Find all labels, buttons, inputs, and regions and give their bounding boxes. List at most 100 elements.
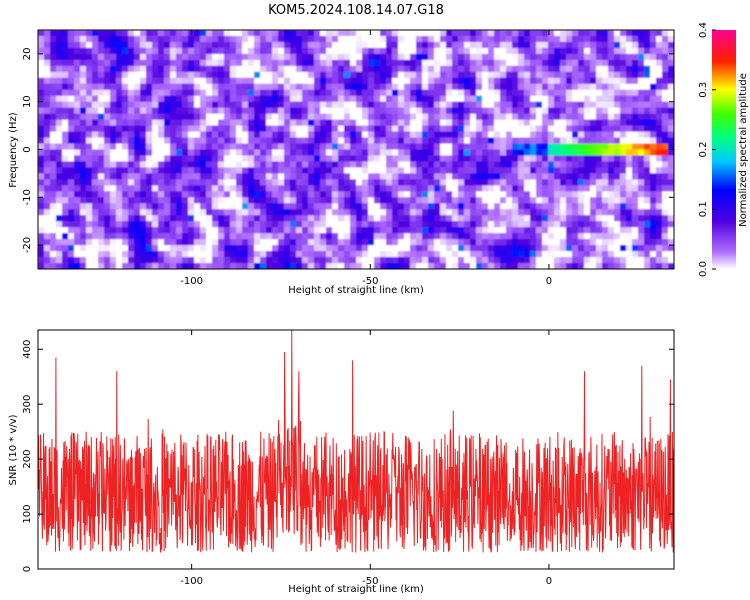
heatmap-cell	[638, 179, 645, 186]
heatmap-cell	[140, 185, 147, 192]
heatmap-cell	[536, 137, 543, 145]
heatmap-cell	[440, 179, 447, 186]
heatmap-cell	[560, 239, 567, 246]
heatmap-cell	[134, 30, 141, 37]
heatmap-cell	[476, 155, 483, 163]
heatmap-cell	[566, 35, 573, 43]
heatmap-cell	[332, 101, 339, 109]
heatmap-cell	[656, 119, 663, 127]
heatmap-cell	[212, 59, 219, 67]
heatmap-cell	[470, 197, 477, 204]
heatmap-cell	[530, 251, 537, 258]
heatmap-cell	[356, 155, 363, 163]
heatmap-cell	[170, 155, 177, 163]
heatmap-cell	[398, 179, 405, 186]
heatmap-cell	[560, 41, 567, 49]
heatmap-cell	[386, 53, 393, 61]
heatmap-cell	[506, 215, 513, 222]
heatmap-cell	[386, 173, 393, 180]
heatmap-cell	[374, 167, 381, 174]
heatmap-cell	[224, 30, 231, 37]
heatmap-cell	[368, 227, 375, 234]
heatmap-cell	[50, 185, 57, 192]
heatmap-cell	[266, 251, 273, 258]
heatmap-cell	[110, 95, 117, 103]
heatmap-cell	[116, 227, 123, 234]
heatmap-cell	[128, 221, 135, 228]
heatmap-cell	[176, 245, 183, 252]
heatmap-cell	[608, 179, 615, 186]
heatmap-cell	[140, 35, 147, 43]
heatmap-cell	[452, 239, 459, 246]
heatmap-cell	[548, 209, 555, 216]
heatmap-cell	[110, 143, 117, 151]
heatmap-cell	[380, 173, 387, 180]
heatmap-cell	[104, 239, 111, 246]
heatmap-cell	[422, 215, 429, 222]
y-tick-label: -10	[22, 189, 33, 205]
heatmap-cell	[458, 47, 465, 55]
heatmap-cell	[248, 179, 255, 186]
heatmap-cell	[452, 245, 459, 252]
heatmap-cell	[266, 83, 273, 91]
heatmap-cell	[338, 233, 345, 240]
heatmap-cell	[428, 251, 435, 258]
heatmap-cell	[98, 77, 105, 85]
heatmap-cell	[146, 263, 153, 269]
heatmap-cell	[326, 47, 333, 55]
heatmap-cell	[248, 113, 255, 121]
heatmap-cell	[542, 149, 549, 157]
heatmap-cell	[524, 263, 531, 269]
heatmap-cell	[152, 65, 159, 73]
heatmap-cell	[230, 65, 237, 73]
heatmap-cell	[584, 257, 591, 264]
heatmap-cell	[188, 209, 195, 216]
heatmap-cell	[422, 53, 429, 61]
heatmap-cell	[368, 65, 375, 73]
heatmap-cell	[290, 245, 297, 252]
heatmap-cell	[386, 59, 393, 67]
heatmap-cell	[524, 30, 531, 37]
heatmap-cell	[446, 149, 453, 157]
heatmap-cell	[380, 209, 387, 216]
heatmap-cell	[482, 215, 489, 222]
heatmap-cell	[554, 137, 561, 145]
heatmap-cell	[146, 185, 153, 192]
heatmap-cell	[212, 30, 219, 37]
heatmap-cell	[392, 77, 399, 85]
heatmap-cell	[182, 215, 189, 222]
heatmap-cell	[302, 71, 309, 79]
heatmap-cell	[50, 35, 57, 43]
heatmap-cell	[554, 41, 561, 49]
heatmap-cell	[116, 65, 123, 73]
heatmap-cell	[404, 239, 411, 246]
heatmap-cell	[380, 155, 387, 163]
heatmap-cell	[224, 83, 231, 91]
heatmap-cell	[140, 65, 147, 73]
heatmap-cell	[362, 53, 369, 61]
heatmap-cell	[134, 107, 141, 115]
heatmap-cell	[236, 179, 243, 186]
heatmap-cell	[116, 119, 123, 127]
heatmap-cell	[350, 125, 357, 133]
heatmap-cell	[206, 197, 213, 204]
heatmap-cell	[278, 197, 285, 204]
heatmap-cell	[308, 65, 315, 73]
heatmap-cell	[548, 47, 555, 55]
heatmap-cell	[524, 155, 531, 163]
heatmap-cell	[110, 161, 117, 169]
heatmap-cell	[440, 107, 447, 115]
heatmap-cell	[560, 233, 567, 240]
heatmap-cell	[86, 125, 93, 133]
heatmap-cell	[626, 89, 633, 97]
heatmap-cell	[644, 155, 651, 163]
heatmap-cell	[92, 155, 99, 163]
colorbar: 0.00.10.20.30.4 Normalized spectral ampl…	[698, 22, 749, 277]
heatmap-cell	[302, 149, 309, 157]
heatmap-cell	[638, 101, 645, 109]
heatmap-cell	[152, 89, 159, 97]
heatmap-cell	[620, 143, 627, 151]
heatmap-cell	[638, 125, 645, 133]
heatmap-cell	[152, 179, 159, 186]
heatmap-cell	[278, 221, 285, 228]
